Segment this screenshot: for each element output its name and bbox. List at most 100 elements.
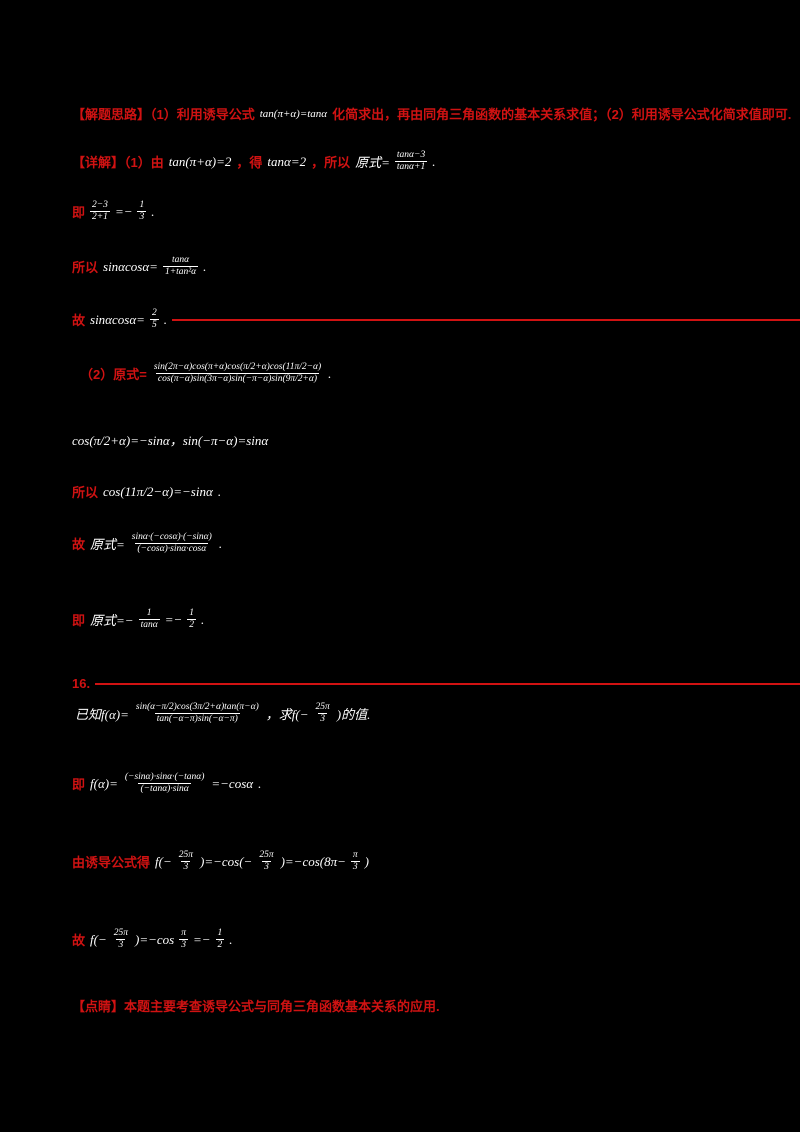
math-text: )的值. [336, 707, 371, 723]
fraction: 2−3 2+1 [90, 200, 110, 224]
math-text: . [151, 203, 155, 219]
red-text: 【点睛】本题主要考查诱导公式与同角三角函数基本关系的应用. [72, 999, 440, 1014]
fraction-denominator: tan(−α−π)sin(−α−π) [154, 713, 240, 725]
fraction: 1 tanα [138, 608, 160, 632]
red-text: 故 [72, 313, 86, 329]
math-text: ) [364, 853, 370, 869]
fraction: sin(α−π/2)cos(3π/2+α)tan(π−α) tan(−α−π)si… [134, 702, 261, 726]
math-text: =−cosα [211, 775, 254, 791]
doc-line: cos(π/2+α)=−sinα，sin(−π−α)=sinα [72, 430, 268, 449]
red-rule [95, 682, 800, 685]
fraction-denominator: 1+tan²α [162, 266, 199, 278]
fraction: 25π 3 [313, 702, 331, 726]
fraction-numerator: sin(α−π/2)cos(3π/2+α)tan(π−α) [135, 702, 259, 712]
red-text: 【解题思路】（1）利用诱导公式 [72, 107, 255, 122]
red-text: 故 [72, 537, 86, 553]
red-text: 由诱导公式得 [72, 855, 151, 871]
fraction-numerator: sinα·(−cosα)·(−sinα) [131, 532, 212, 542]
fraction: sinα·(−cosα)·(−sinα) (−cosα)·sinα·cosα [130, 532, 214, 556]
fraction-denominator: cos(π−α)sin(3π−α)sin(−π−α)sin(9π/2+α) [155, 373, 320, 385]
fraction-denominator: 3 [181, 861, 191, 873]
doc-line: （2）原式= sin(2π−α)cos(π+α)cos(π/2+α)cos(11π… [80, 362, 331, 386]
math-text: . [229, 931, 233, 947]
fraction: (−sinα)·sinα·(−tanα) (−tanα)·sinα [123, 772, 207, 796]
red-text: 所以 [72, 260, 99, 276]
fraction-numerator: tanα [171, 255, 190, 265]
doc-line: 由诱导公式得 f(− 25π 3)=−cos(− 25π 3)=−cos(8π− π 3) [72, 850, 369, 874]
math-text: sinαcosα= [90, 311, 145, 327]
fraction-numerator: 2−3 [92, 200, 108, 210]
math-text: . [163, 311, 167, 327]
math-text: )=−cos [135, 931, 175, 947]
fraction-denominator: 2 [187, 619, 196, 631]
math-text: 已知f(α)= [75, 707, 129, 723]
fraction-numerator: π [352, 850, 358, 860]
doc-line: 16. [72, 676, 800, 691]
fraction-denominator: 5 [149, 319, 159, 331]
fraction-denominator: 3 [262, 861, 271, 873]
math-text: 原式= [355, 155, 390, 171]
doc-line: 所以 sinαcosα= tanα 1+tan²α. [72, 255, 206, 279]
fraction-numerator: 1 [217, 928, 223, 938]
math-text: =− [114, 203, 133, 219]
math-text: . [432, 153, 436, 169]
red-text: 即 [72, 205, 86, 221]
fraction-denominator: (−cosα)·sinα·cosα [135, 543, 209, 555]
doc-line: 已知f(α)= sin(α−π/2)cos(3π/2+α)tan(π−α) tan(… [75, 702, 370, 726]
doc-line: 即 f(α)= (−sinα)·sinα·(−tanα) (−tanα)·sinα =−… [72, 772, 261, 796]
fraction-denominator: 3 [179, 939, 188, 951]
fraction-denominator: 3 [318, 713, 327, 725]
fraction-denominator: 3 [116, 939, 126, 951]
math-text: )=−cos(− [200, 853, 253, 869]
fraction-numerator: 25π [178, 850, 193, 860]
doc-line: 故原式= sinα·(−cosα)·(−sinα) (−cosα)·sinα·cos… [72, 532, 222, 556]
fraction-numerator: 25π [113, 928, 128, 938]
fraction: 25π 3 [112, 928, 130, 952]
fraction-numerator: 2 [151, 308, 157, 318]
math-text: f(α)= [90, 775, 118, 791]
fraction-numerator: 25π [259, 850, 274, 860]
math-text: f(− [155, 853, 172, 869]
doc-line: 【点睛】本题主要考查诱导公式与同角三角函数基本关系的应用. [72, 996, 440, 1015]
math-text: =− [164, 611, 183, 627]
fraction-denominator: tanα [138, 619, 160, 631]
red-text: （2）原式= [80, 367, 147, 383]
fraction: sin(2π−α)cos(π+α)cos(π/2+α)cos(11π/2−α) c… [152, 362, 323, 386]
math-text: 原式=− [90, 613, 134, 629]
red-text: ，得 [236, 155, 263, 171]
fraction-numerator: tanα−3 [396, 150, 426, 160]
math-text: . [201, 611, 205, 627]
fraction-numerator: 1 [146, 608, 152, 618]
red-text: 【详解】（1）由 [72, 155, 164, 171]
math-text: . [328, 365, 332, 381]
red-text: 化简求出，再由同角三角函数的基本关系求值；（2）利用诱导公式化简求值即可. [332, 107, 792, 122]
red-text: 即 [72, 613, 86, 629]
fraction: 25π 3 [177, 850, 195, 874]
fraction-numerator: 1 [139, 200, 145, 210]
fraction: tanα 1+tan²α [162, 255, 199, 279]
math-text: )=−cos(8π− [280, 853, 346, 869]
fraction: tanα−3 tanα+1 [394, 150, 428, 174]
red-rule [171, 318, 800, 321]
math-text: ，求f(− [265, 707, 309, 723]
doc-line: 即 2−3 2+1 =− 1 3. [72, 200, 154, 224]
math-text: tan(π+α)=2 [168, 153, 232, 169]
fraction: 25π 3 [257, 850, 275, 874]
red-text: 16. [72, 676, 91, 691]
doc-line: 所以 cos(11π/2−α)=−sinα. [72, 482, 221, 501]
doc-line: 故 f(− 25π 3)=−cos π 3 =− 1 2. [72, 928, 233, 952]
fraction-numerator: 25π [315, 702, 330, 712]
fraction-numerator: sin(2π−α)cos(π+α)cos(π/2+α)cos(11π/2−α) [153, 362, 322, 372]
doc-line: 【解题思路】（1）利用诱导公式 tan(π+α)=tanα 化简求出，再由同角三角函… [72, 104, 791, 123]
math-text: 原式= [90, 537, 125, 553]
fraction-numerator: 1 [189, 608, 194, 618]
fraction-denominator: 3 [137, 211, 147, 223]
math-text: tanα=2 [267, 153, 307, 169]
fraction-denominator: 2 [215, 939, 225, 951]
